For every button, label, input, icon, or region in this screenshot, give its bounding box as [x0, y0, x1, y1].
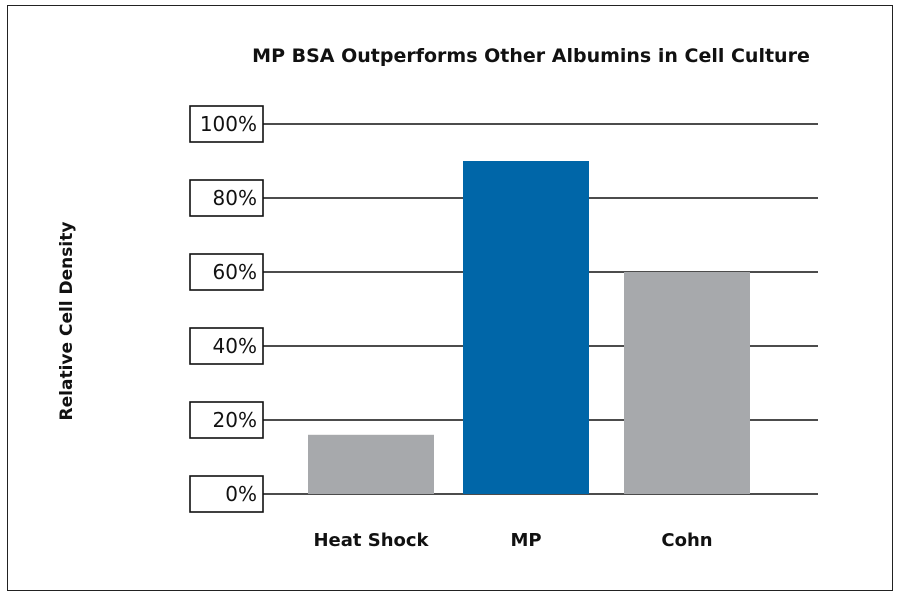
y-tick-label: 40%	[213, 334, 257, 358]
chart-title: MP BSA Outperforms Other Albumins in Cel…	[252, 45, 810, 67]
y-axis-label: Relative Cell Density	[57, 222, 77, 421]
y-tick-box	[189, 475, 264, 513]
category-label: Cohn	[661, 530, 712, 551]
y-tick-label: 100%	[200, 112, 257, 136]
bars	[308, 161, 750, 494]
y-tick-label: 20%	[213, 408, 257, 432]
bar-mp	[463, 161, 589, 494]
bar-cohn	[624, 272, 750, 494]
y-tick-box	[189, 179, 264, 217]
y-tick-box	[189, 327, 264, 365]
y-tick-box	[189, 105, 264, 143]
y-axis-ticks: 0% 20% 40% 60% 80% 100%	[189, 105, 264, 513]
y-tick-label: 60%	[213, 260, 257, 284]
category-label: Heat Shock	[313, 530, 429, 551]
y-tick-label: 0%	[225, 482, 257, 506]
category-labels: Heat Shock MP Cohn	[313, 530, 712, 551]
y-tick-label: 80%	[213, 186, 257, 210]
category-label: MP	[510, 530, 541, 551]
y-tick-box	[189, 253, 264, 291]
bar-heat-shock	[308, 434, 434, 494]
y-tick-box	[189, 401, 264, 439]
